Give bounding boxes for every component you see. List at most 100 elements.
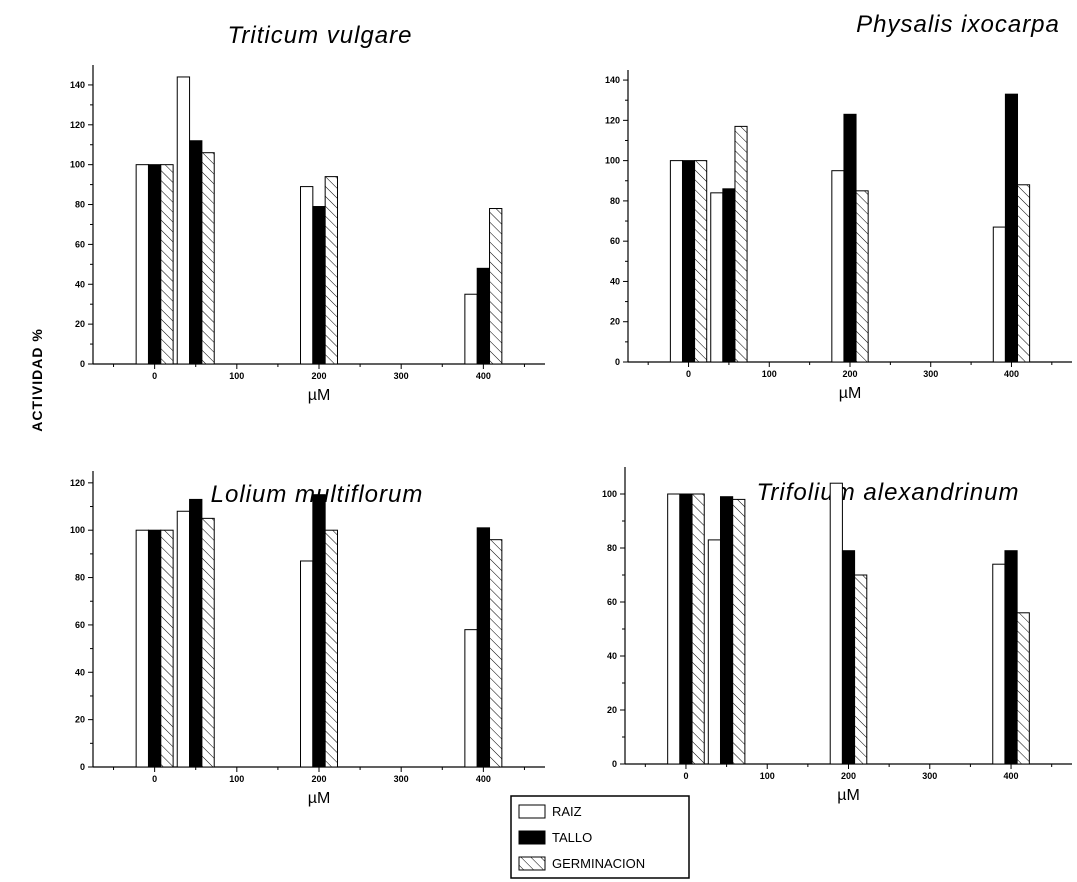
bar-raiz bbox=[176, 76, 191, 365]
y-tick-label: 120 bbox=[605, 115, 620, 125]
bar-tallo bbox=[312, 494, 326, 768]
legend-label-tallo: TALLO bbox=[552, 830, 592, 845]
bar-germinacion bbox=[734, 125, 748, 363]
x-tick-label: 200 bbox=[841, 771, 856, 781]
legend-swatch-raiz bbox=[518, 804, 546, 819]
bar-tallo bbox=[722, 188, 736, 363]
y-tick-label: 40 bbox=[610, 276, 620, 286]
x-tick-label: 100 bbox=[760, 771, 775, 781]
x-tick-label: 0 bbox=[152, 371, 157, 381]
bar-tallo bbox=[681, 160, 696, 363]
bar-germinacion bbox=[691, 493, 705, 765]
x-tick-label: 0 bbox=[152, 774, 157, 784]
y-tick-label: 80 bbox=[75, 573, 85, 583]
x-axis-label: µM bbox=[839, 385, 862, 402]
x-tick-label: 400 bbox=[1004, 771, 1019, 781]
bar-raiz bbox=[135, 164, 149, 365]
bar-germinacion bbox=[201, 517, 215, 768]
bar-germinacion bbox=[732, 498, 746, 765]
x-tick-label: 100 bbox=[762, 369, 777, 379]
legend-swatch-germinacion bbox=[518, 856, 546, 871]
y-axis-label: ACTIVIDAD % bbox=[29, 328, 45, 432]
y-tick-label: 0 bbox=[80, 762, 85, 772]
bar-raiz bbox=[707, 539, 721, 765]
bar-tallo bbox=[147, 164, 162, 365]
bar-tallo bbox=[1004, 550, 1018, 765]
legend-swatch-tallo bbox=[518, 830, 546, 845]
x-tick-label: 300 bbox=[922, 771, 937, 781]
bar-germinacion bbox=[694, 160, 708, 363]
y-tick-label: 0 bbox=[615, 357, 620, 367]
y-tick-label: 80 bbox=[75, 200, 85, 210]
y-tick-label: 140 bbox=[70, 80, 85, 90]
bar-tallo bbox=[147, 529, 162, 768]
chart-title: Physalis ixocarpa bbox=[856, 11, 1060, 38]
chart-panel-2: Physalis ixocarpa 0 20 40 60 80 100 120 140 0 100 2… bbox=[605, 11, 1072, 402]
bar-raiz bbox=[669, 160, 683, 363]
legend-label-raiz: RAIZ bbox=[552, 804, 582, 819]
bar-tallo bbox=[312, 206, 326, 365]
y-tick-label: 60 bbox=[610, 236, 620, 246]
y-tick-label: 20 bbox=[610, 317, 620, 327]
bar-raiz bbox=[464, 293, 478, 365]
bar-raiz bbox=[464, 629, 478, 768]
y-tick-label: 20 bbox=[607, 705, 617, 715]
bar-tallo bbox=[843, 113, 857, 363]
bar-germinacion bbox=[1017, 184, 1031, 363]
bar-tallo bbox=[1004, 93, 1019, 363]
bar-raiz bbox=[300, 560, 314, 768]
y-tick-label: 80 bbox=[607, 543, 617, 553]
bar-raiz bbox=[992, 563, 1006, 765]
x-axis-label: µM bbox=[837, 787, 860, 804]
chart-panel-1: Triticum vulgare 0 20 40 60 80 100 120 140 0 100 20… bbox=[70, 22, 545, 404]
y-tick-label: 140 bbox=[605, 75, 620, 85]
y-tick-label: 20 bbox=[75, 319, 85, 329]
x-tick-label: 400 bbox=[1004, 369, 1019, 379]
chart-title: Trifolium alexandrinum bbox=[757, 479, 1020, 506]
x-tick-label: 0 bbox=[683, 771, 688, 781]
legend-label-germinacion: GERMINACION bbox=[552, 856, 645, 871]
bar-raiz bbox=[710, 192, 724, 363]
y-tick-label: 0 bbox=[612, 759, 617, 769]
y-tick-label: 40 bbox=[75, 279, 85, 289]
bar-germinacion bbox=[201, 152, 215, 365]
y-tick-label: 100 bbox=[70, 160, 85, 170]
chart-title: Triticum vulgare bbox=[228, 22, 413, 49]
bar-germinacion bbox=[160, 529, 174, 768]
y-tick-label: 100 bbox=[602, 489, 617, 499]
y-tick-label: 0 bbox=[80, 359, 85, 369]
bar-tallo bbox=[679, 493, 693, 765]
x-axis-label: µM bbox=[308, 387, 331, 404]
bar-germinacion bbox=[489, 539, 503, 768]
y-tick-label: 100 bbox=[70, 525, 85, 535]
bar-germinacion bbox=[855, 190, 869, 363]
bar-tallo bbox=[841, 550, 856, 765]
bar-tallo bbox=[476, 267, 491, 365]
y-tick-label: 60 bbox=[607, 597, 617, 607]
charts: Triticum vulgare 0 20 40 60 80 100 120 140 0 100 20… bbox=[70, 11, 1072, 807]
bar-tallo bbox=[189, 140, 203, 365]
x-tick-label: 300 bbox=[923, 369, 938, 379]
x-tick-label: 200 bbox=[311, 371, 326, 381]
bar-germinacion bbox=[324, 176, 338, 365]
x-axis-label: µM bbox=[308, 790, 331, 807]
x-tick-label: 100 bbox=[229, 774, 244, 784]
bar-tallo bbox=[719, 496, 734, 765]
y-tick-label: 60 bbox=[75, 620, 85, 630]
bar-germinacion bbox=[854, 574, 868, 765]
bar-raiz bbox=[176, 510, 191, 768]
bar-raiz bbox=[300, 186, 314, 365]
x-tick-label: 100 bbox=[229, 371, 244, 381]
y-tick-label: 40 bbox=[607, 651, 617, 661]
bar-tallo bbox=[189, 498, 203, 768]
bar-germinacion bbox=[1016, 612, 1030, 765]
legend: RAIZ TALLO GERMINACION bbox=[510, 795, 690, 879]
x-tick-label: 300 bbox=[394, 774, 409, 784]
bar-germinacion bbox=[489, 208, 503, 365]
bar-raiz bbox=[829, 482, 843, 765]
x-tick-label: 300 bbox=[394, 371, 409, 381]
y-tick-label: 60 bbox=[75, 239, 85, 249]
bar-raiz bbox=[831, 170, 845, 363]
bar-germinacion bbox=[324, 529, 338, 768]
